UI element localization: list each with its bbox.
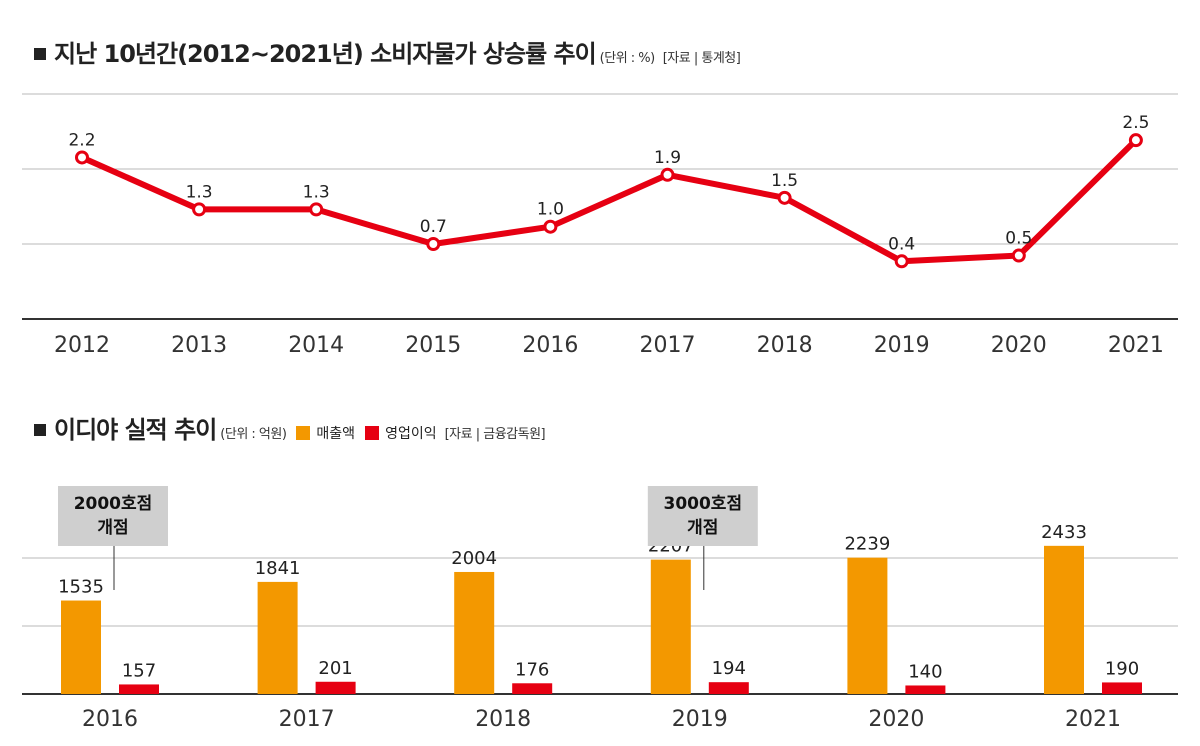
- legend-item-revenue: 매출액: [296, 423, 355, 443]
- bar-operating-profit-2020: [905, 685, 946, 694]
- data-label-2013: 1.3: [186, 182, 213, 202]
- bar-label-operating-profit-2021: 190: [1105, 658, 1139, 679]
- x-tick-label-2016: 2016: [522, 333, 578, 358]
- bar-operating-profit-2018: [512, 683, 553, 694]
- annotation-text-2016: 2000호점: [74, 494, 153, 514]
- annotation-text-2019: 개점: [687, 518, 718, 538]
- bar-revenue-2020: [847, 557, 888, 694]
- bar-chart-title-block: 이디야 실적 추이 (단위 : 억원) 매출액 영업이익 [자료 | 금융감독원…: [34, 410, 546, 445]
- data-point-2020: [1011, 248, 1026, 263]
- legend-label-operating-profit: 영업이익: [385, 426, 437, 442]
- data-point-2013: [192, 202, 207, 217]
- bar-revenue-2021: [1044, 545, 1084, 694]
- data-label-2020: 0.5: [1005, 229, 1032, 249]
- annotation-box-2016: [58, 486, 168, 546]
- data-label-2019: 0.4: [888, 234, 915, 254]
- bar-revenue-2018: [454, 571, 495, 694]
- line-chart-title-block: 지난 10년간(2012~2021년) 소비자물가 상승률 추이 (단위 : %…: [34, 34, 741, 69]
- bar-label-operating-profit-2020: 140: [908, 661, 942, 682]
- legend-swatch-operating-profit: [365, 426, 380, 440]
- x-tick-label-2017: 2017: [279, 707, 335, 732]
- bar-chart-source: [자료 | 금융감독원]: [444, 427, 546, 442]
- bar-operating-profit-2019: [708, 682, 749, 694]
- x-tick-label-2012: 2012: [54, 333, 110, 358]
- bar-label-revenue-2021: 2433: [1041, 522, 1087, 543]
- data-label-2014: 1.3: [303, 182, 330, 202]
- annotation-text-2019: 3000호점: [663, 494, 742, 514]
- x-tick-label-2016: 2016: [82, 707, 138, 732]
- x-tick-label-2021: 2021: [1108, 333, 1164, 358]
- bar-operating-profit-2021: [1102, 682, 1142, 694]
- data-label-2012: 2.2: [68, 130, 95, 150]
- data-point-2014: [309, 202, 324, 217]
- bar-label-revenue-2016: 1535: [58, 577, 104, 598]
- data-label-2018: 1.5: [771, 171, 798, 191]
- legend-item-operating-profit: 영업이익: [365, 423, 437, 443]
- x-tick-label-2020: 2020: [991, 333, 1047, 358]
- bar-label-operating-profit-2018: 176: [515, 659, 549, 680]
- line-chart-unit: (단위 : %): [599, 51, 656, 66]
- x-tick-label-2018: 2018: [757, 333, 813, 358]
- bar-operating-profit-2016: [119, 684, 159, 694]
- data-point-2018: [777, 190, 792, 205]
- bar-revenue-2019: [650, 559, 691, 694]
- x-tick-label-2018: 2018: [475, 707, 531, 732]
- data-point-2012: [75, 150, 89, 165]
- legend-swatch-revenue: [296, 426, 311, 440]
- data-point-2017: [660, 167, 675, 182]
- data-point-2015: [426, 237, 441, 251]
- x-tick-label-2014: 2014: [288, 333, 344, 358]
- bar-label-operating-profit-2019: 194: [712, 658, 746, 679]
- x-tick-label-2013: 2013: [171, 333, 227, 358]
- title-bullet-square: [34, 424, 46, 436]
- line-chart-title: 지난 10년간(2012~2021년) 소비자물가 상승률 추이: [54, 40, 597, 68]
- title-bullet-square: [34, 48, 46, 60]
- line-chart-source: [자료 | 통계청]: [662, 51, 741, 66]
- data-label-2021: 2.5: [1122, 113, 1149, 133]
- data-point-2019: [894, 254, 909, 269]
- x-tick-label-2017: 2017: [640, 333, 696, 358]
- x-tick-label-2015: 2015: [405, 333, 461, 358]
- annotation-box-2019: [647, 486, 758, 546]
- bar-chart-title: 이디야 실적 추이: [54, 416, 217, 444]
- data-point-2021: [1128, 133, 1143, 148]
- data-point-2016: [543, 219, 558, 234]
- bar-chart-unit: (단위 : 억원): [220, 427, 287, 442]
- bar-revenue-2017: [257, 581, 298, 694]
- x-tick-label-2021: 2021: [1065, 707, 1121, 732]
- bar-label-operating-profit-2016: 157: [122, 660, 156, 681]
- data-label-2017: 1.9: [654, 148, 681, 168]
- annotation-text-2016: 개점: [97, 518, 128, 538]
- bar-label-revenue-2018: 2004: [451, 548, 497, 569]
- x-tick-label-2019: 2019: [672, 707, 728, 732]
- bar-label-revenue-2020: 2239: [844, 534, 890, 555]
- data-label-2016: 1.0: [537, 200, 564, 220]
- bar-revenue-2016: [61, 600, 101, 694]
- x-tick-label-2019: 2019: [874, 333, 930, 358]
- bar-label-operating-profit-2017: 201: [318, 658, 352, 679]
- series-line-cpi: [79, 137, 1139, 265]
- legend-label-revenue: 매출액: [316, 426, 356, 442]
- bar-label-revenue-2017: 1841: [255, 558, 301, 579]
- data-label-2015: 0.7: [420, 217, 447, 237]
- bar-operating-profit-2017: [315, 681, 356, 694]
- x-tick-label-2020: 2020: [868, 707, 924, 732]
